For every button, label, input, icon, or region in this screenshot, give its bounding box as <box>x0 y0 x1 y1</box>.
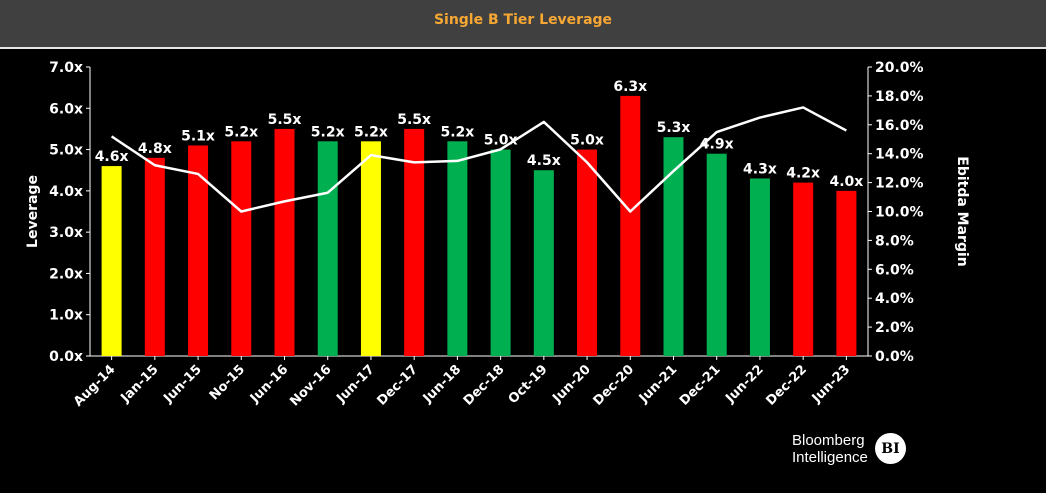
right-tick-label: 10.0% <box>875 205 924 221</box>
x-tick-label: Jun-16 <box>247 362 291 406</box>
bar-data-label: 5.0x <box>570 133 604 149</box>
left-tick-label: 6.0x <box>49 101 83 117</box>
brand-logo-text: Bloomberg Intelligence <box>792 432 868 466</box>
right-tick-label: 20.0% <box>875 60 924 76</box>
x-tick-label: Jun-23 <box>809 362 853 406</box>
bar-jun-18 <box>447 141 468 356</box>
x-tick-label: Jun-21 <box>636 362 680 406</box>
bar-dec-18 <box>490 149 511 356</box>
x-tick-label: Dec-18 <box>461 362 508 409</box>
bar-data-label: 4.8x <box>138 141 172 157</box>
bar-data-label: 5.2x <box>354 124 388 140</box>
bar-no-15 <box>231 141 252 356</box>
right-tick-label: 18.0% <box>875 89 924 105</box>
x-tick-label: Oct-19 <box>506 362 551 407</box>
x-tick-label: No-15 <box>207 362 248 403</box>
bar-data-label: 4.3x <box>743 161 777 177</box>
right-tick-label: 16.0% <box>875 118 924 134</box>
ebitda-margin-line <box>110 106 847 213</box>
x-tick-label: Aug-14 <box>71 362 118 409</box>
bar-jun-22 <box>749 178 770 356</box>
bar-data-label: 5.2x <box>311 124 345 140</box>
bar-aug-14 <box>101 166 122 356</box>
bar-jan-15 <box>144 157 165 356</box>
x-tick-label: Jun-22 <box>722 362 766 406</box>
bar-nov-16 <box>317 141 338 356</box>
left-tick-label: 7.0x <box>49 60 83 76</box>
bar-jun-15 <box>188 145 209 356</box>
right-tick-label: 0.0% <box>875 349 914 365</box>
bar-data-label: 4.0x <box>829 174 863 190</box>
y-axis-right-title: Ebitda Margin <box>954 156 970 267</box>
bar-data-label: 6.3x <box>613 79 647 95</box>
bar-data-label: 4.6x <box>95 149 129 165</box>
bi-logo-icon: BI <box>875 433 906 464</box>
bar-jun-17 <box>360 141 381 356</box>
right-tick-label: 6.0% <box>875 262 914 278</box>
title-bar: Single B Tier Leverage <box>0 0 1046 49</box>
bar-jun-20 <box>577 149 598 356</box>
right-tick-label: 14.0% <box>875 147 924 163</box>
left-tick-label: 4.0x <box>49 184 83 200</box>
bar-dec-17 <box>404 128 425 356</box>
right-tick-label: 12.0% <box>875 176 924 192</box>
bar-data-label: 4.9x <box>700 137 734 153</box>
x-tick-label: Jun-15 <box>160 362 204 406</box>
chart-title: Single B Tier Leverage <box>433 11 613 28</box>
left-tick-label: 2.0x <box>49 266 83 282</box>
right-tick-label: 2.0% <box>875 320 914 336</box>
bar-dec-21 <box>706 153 727 356</box>
x-tick-label: Jun-20 <box>549 362 593 406</box>
bar-jun-16 <box>274 128 295 356</box>
bar-data-label: 5.3x <box>657 120 691 136</box>
x-tick-label: Dec-17 <box>374 362 421 409</box>
x-tick-label: Nov-16 <box>287 362 334 409</box>
left-tick-label: 0.0x <box>49 349 83 365</box>
right-tick-label: 8.0% <box>875 233 914 249</box>
bar-data-label: 4.2x <box>786 166 820 182</box>
bar-data-label: 5.2x <box>440 124 474 140</box>
x-tick-label: Jun-18 <box>420 362 464 406</box>
bar-jun-23 <box>836 190 857 356</box>
bar-data-label: 5.2x <box>224 124 258 140</box>
x-tick-label: Dec-20 <box>591 362 638 409</box>
bar-jun-21 <box>663 137 684 356</box>
y-axis-title: Leverage <box>25 175 41 248</box>
x-tick-label: Jan-15 <box>118 362 162 406</box>
left-tick-label: 5.0x <box>49 143 83 159</box>
right-tick-label: 4.0% <box>875 291 914 307</box>
left-tick-label: 3.0x <box>49 225 83 241</box>
bar-data-label: 4.5x <box>527 153 561 169</box>
x-tick-label: Jun-17 <box>333 362 377 406</box>
left-tick-label: 1.0x <box>49 308 83 324</box>
bar-data-label: 5.5x <box>268 112 302 128</box>
brand-line-1: Bloomberg <box>792 432 865 449</box>
brand-line-2: Intelligence <box>792 449 868 466</box>
bar-data-label: 5.5x <box>397 112 431 128</box>
bar-dec-22 <box>793 182 814 356</box>
x-tick-label: Dec-21 <box>677 362 724 409</box>
x-tick-label: Dec-22 <box>763 362 810 409</box>
bar-data-label: 5.1x <box>181 128 215 144</box>
bar-oct-19 <box>533 170 554 356</box>
bar-dec-20 <box>620 95 641 357</box>
